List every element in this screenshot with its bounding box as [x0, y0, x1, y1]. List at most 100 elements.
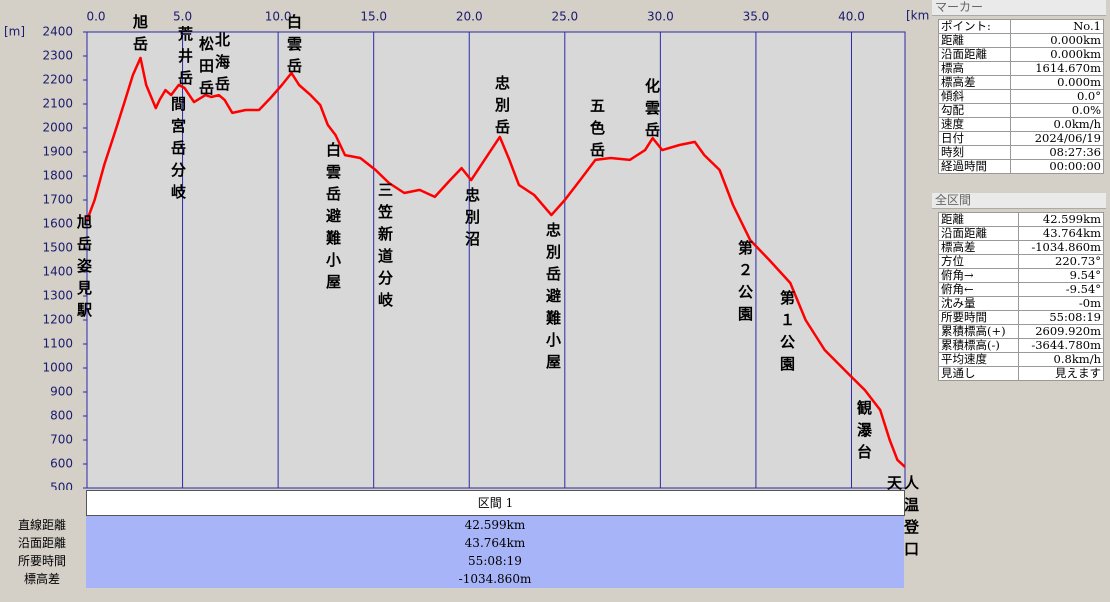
row-value: 55:08:19: [1017, 310, 1105, 325]
row-value: 0.0°: [1009, 89, 1105, 104]
table-row: 累積標高(-) -3644.780m: [938, 338, 1105, 353]
y-tick-label: 2300: [42, 49, 73, 63]
row-label: 所要時間: [0, 552, 84, 570]
row-value: 43.764km: [1017, 226, 1105, 241]
table-row: 速度 0.0km/h: [938, 117, 1105, 132]
x-unit: [km]: [906, 9, 930, 23]
row-label: 所要時間: [938, 310, 1019, 325]
y-tick-label: 2000: [42, 121, 73, 135]
table-row: 日付 2024/06/19: [938, 131, 1105, 146]
annotation: 旭岳姿見駅: [75, 214, 93, 324]
annotation: 忠別沼: [463, 187, 481, 253]
chart: [m] [km] 500 600 700 800 900 1000 1100 1200 1300…: [4, 9, 930, 491]
row-value: 42.599km: [1017, 212, 1105, 227]
y-tick-label: 1200: [42, 313, 73, 327]
annotation: 化雲岳: [643, 78, 661, 144]
row-value: 0.000km: [1009, 33, 1105, 48]
y-tick-label: 700: [50, 433, 73, 447]
y-tick-label: 1900: [42, 145, 73, 159]
row-value: 0.000m: [1009, 75, 1105, 90]
row-label: 標高: [938, 61, 1011, 76]
row-value: 0.000km: [1009, 47, 1105, 62]
row-label: 沈み量: [938, 296, 1019, 311]
y-tick-label: 1700: [42, 193, 73, 207]
annotation: 荒井岳: [176, 26, 194, 92]
y-tick-label: 600: [50, 457, 73, 471]
annotation: 三笠新道分岐: [376, 182, 394, 314]
x-tick-label: 25.0: [551, 10, 578, 24]
row-value: 55:08:19: [86, 552, 904, 570]
y-tick-label: 800: [50, 409, 73, 423]
row-label: 累積標高(-): [938, 338, 1019, 353]
y-tick-label: 1000: [42, 361, 73, 375]
y-tick-label: 1300: [42, 289, 73, 303]
y-tick-label: 1500: [42, 241, 73, 255]
annotation: 白雲岳: [285, 14, 303, 80]
x-tick-label: 0.0: [86, 10, 105, 24]
row-label: 方位: [938, 254, 1019, 269]
marker-table: ポイント: No.1 距離 0.000km 沿面距離 0.000km 標高 1614.670m…: [938, 19, 1105, 174]
profile-line: [85, 56, 906, 468]
row-value: -1034.860m: [1017, 240, 1105, 255]
row-label: 標高差: [938, 75, 1011, 90]
table-row: 標高差 0.000m: [938, 75, 1105, 90]
y-tick-label: 2200: [42, 73, 73, 87]
row-value: 1614.670m: [1009, 61, 1105, 76]
row-label: 標高差: [0, 570, 84, 588]
row-value: -1034.860m: [86, 570, 904, 588]
y-unit: [m]: [4, 25, 25, 39]
x-tick-label: 5.0: [173, 10, 192, 24]
y-tick-label: 2400: [42, 25, 73, 39]
table-row: 時刻 08:27:36: [938, 145, 1105, 160]
table-row: 俯角→ 9.54°: [938, 268, 1105, 283]
annotation: 第２公園: [736, 240, 754, 328]
table-row: 俯角← -9.54°: [938, 282, 1105, 297]
row-label: 経過時間: [938, 159, 1011, 174]
annotation: 忠別岳: [493, 75, 511, 141]
row-value: -3644.780m: [1017, 338, 1105, 353]
table-row: 所要時間 55:08:19: [938, 310, 1105, 325]
row-label: 距離: [938, 33, 1011, 48]
table-row: 傾斜 0.0°: [938, 89, 1105, 104]
annotation: 観瀑台: [855, 400, 873, 466]
row-label: 俯角→: [938, 268, 1019, 283]
table-row: 沿面距離 43.764km: [0, 534, 904, 552]
row-label: 累積標高(+): [938, 324, 1019, 339]
row-label: 日付: [938, 131, 1011, 146]
panel-title: 全区間: [932, 193, 1106, 209]
annotation: 白雲岳避難小屋: [324, 142, 342, 296]
row-label: 俯角←: [938, 282, 1019, 297]
table-row: 距離 0.000km: [938, 33, 1105, 48]
y-tick-label: 1800: [42, 169, 73, 183]
row-label: 標高差: [938, 240, 1019, 255]
row-label: 沿面距離: [938, 47, 1011, 62]
row-value: 42.599km: [86, 516, 904, 534]
row-value: -0m: [1017, 296, 1105, 311]
row-value: 43.764km: [86, 534, 904, 552]
table-row: 見通し 見えます: [938, 366, 1105, 381]
x-tick-label: 40.0: [838, 10, 865, 24]
row-value: 見えます: [1017, 366, 1105, 381]
table-row: 標高差 -1034.860m: [938, 240, 1105, 255]
x-tick-label: 15.0: [360, 10, 387, 24]
row-value: 0.8km/h: [1017, 352, 1105, 367]
y-tick-label: 1400: [42, 265, 73, 279]
row-label: 時刻: [938, 145, 1011, 160]
y-tick-label: 1600: [42, 217, 73, 231]
section-header: 区間 1: [86, 490, 905, 516]
row-label: 距離: [938, 212, 1019, 227]
row-label: ポイント:: [938, 19, 1011, 34]
row-label: 勾配: [938, 103, 1011, 118]
table-row: 直線距離 42.599km: [0, 516, 904, 534]
marker-panel: マーカー ポイント: No.1 距離 0.000km 沿面距離 0.000km 標高 1614…: [932, 0, 1106, 174]
annotation: 第１公園: [778, 290, 796, 378]
total-panel: 全区間 距離 42.599km 沿面距離 43.764km 標高差 -1034.860m 方…: [932, 193, 1106, 381]
row-label: 沿面距離: [0, 534, 84, 552]
annotation: 忠別岳避難小屋: [544, 222, 562, 376]
y-tick-label: 500: [50, 481, 73, 491]
y-tick-label: 900: [50, 385, 73, 399]
x-tick-label: 20.0: [456, 10, 483, 24]
row-label: 速度: [938, 117, 1011, 132]
row-label: 直線距離: [0, 516, 84, 534]
